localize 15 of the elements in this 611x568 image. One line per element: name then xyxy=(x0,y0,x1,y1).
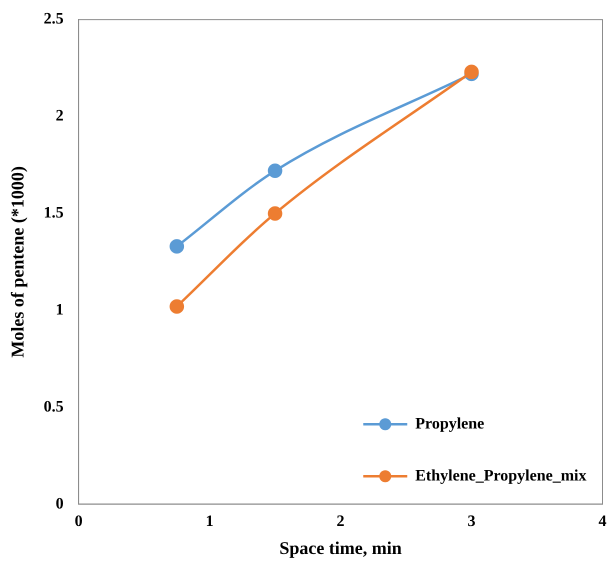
y-axis-title: Moles of pentene (*1000) xyxy=(7,166,28,358)
y-tick-label: 0.5 xyxy=(44,398,64,416)
x-tick-label: 0 xyxy=(74,512,83,530)
y-tick-label: 2 xyxy=(56,108,64,125)
legend-label: Ethylene_Propylene_mix xyxy=(415,467,586,484)
y-tick-label: 2.5 xyxy=(44,10,64,28)
y-tick-label: 1 xyxy=(56,302,64,318)
x-axis-title: Space time, min xyxy=(279,538,402,558)
x-tick-label: 3 xyxy=(468,512,476,530)
legend-label: Propylene xyxy=(415,415,484,432)
y-tick-label: 1.5 xyxy=(44,204,64,222)
x-tick-label: 2 xyxy=(336,512,345,530)
y-tick-label: 0 xyxy=(56,495,64,512)
x-tick-label: 4 xyxy=(598,512,606,530)
x-tick-label: 1 xyxy=(206,512,214,530)
